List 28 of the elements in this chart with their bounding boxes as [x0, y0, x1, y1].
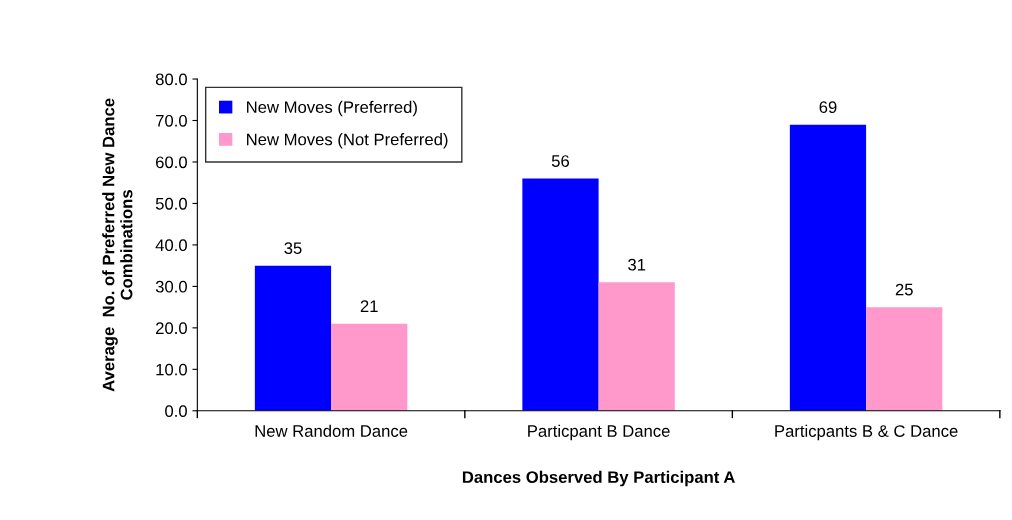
y-tick-label: 20.0 [156, 322, 187, 335]
y-tick-label: 10.0 [156, 363, 187, 376]
data-label: 21 [360, 300, 378, 312]
data-label: 35 [284, 242, 302, 255]
legend-label: New Moves (Not Preferred) [247, 133, 448, 149]
y-tick-label: 60.0 [156, 156, 187, 169]
y-axis-title: Average No. of Preferred New Dance Combinations [102, 98, 133, 392]
y-tick-label: 80.0 [155, 73, 187, 86]
x-axis-title: Dances Observed By Participant A [462, 470, 735, 487]
y-tick-label: 40.0 [155, 239, 187, 252]
data-label: 31 [628, 258, 646, 271]
y-tick-label: 30.0 [155, 280, 187, 293]
legend-label: New Moves (Preferred) [247, 100, 417, 117]
data-label: 25 [895, 283, 913, 296]
x-tick-label: New Random Dance [255, 424, 408, 437]
data-label: 69 [819, 101, 837, 114]
bar [522, 178, 599, 411]
y-tick-label: 0.0 [165, 405, 187, 417]
y-tick-label: 70.0 [156, 114, 187, 127]
bar [866, 307, 943, 411]
y-tick-label: 50.0 [155, 197, 187, 210]
bar [598, 282, 675, 411]
bar [331, 323, 408, 411]
bar [254, 265, 332, 411]
data-label: 56 [551, 155, 570, 167]
x-tick-label: Particpant B Dance [528, 424, 670, 441]
bar [789, 124, 867, 411]
x-tick-label: Particpants B & C Dance [775, 424, 958, 441]
